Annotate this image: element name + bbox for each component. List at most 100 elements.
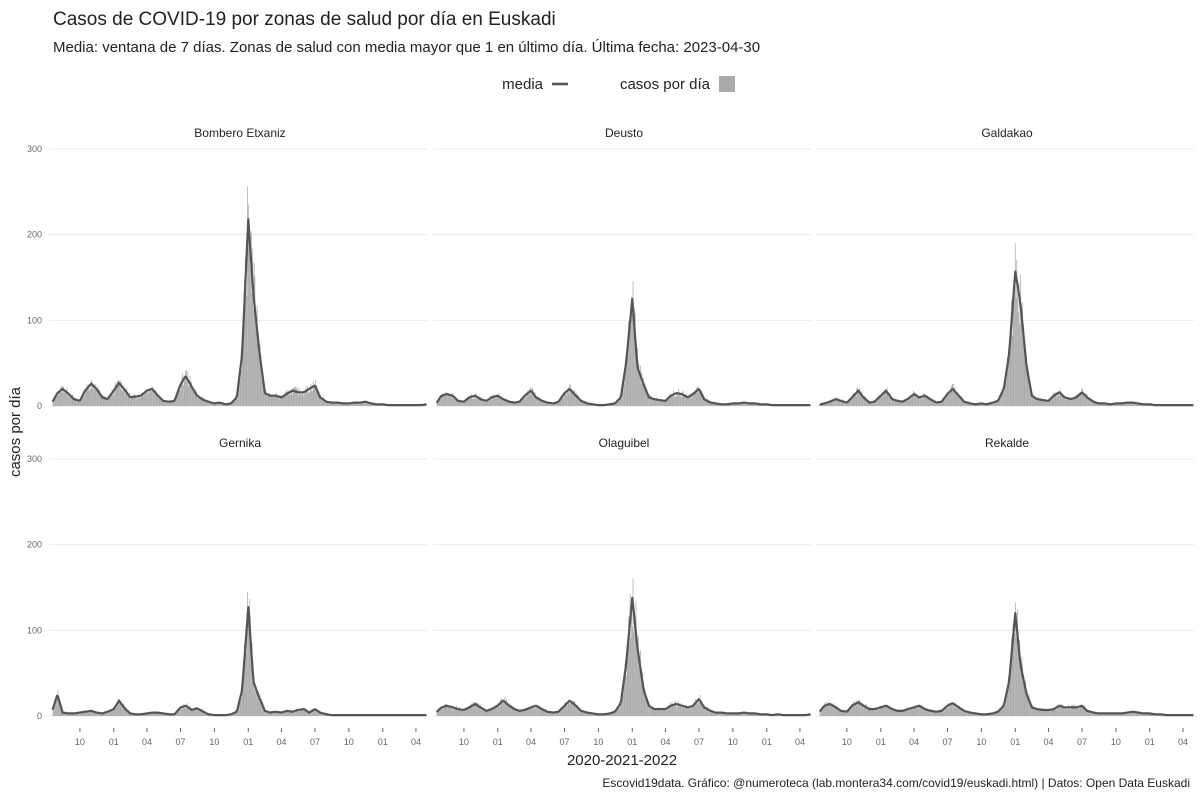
bar bbox=[274, 394, 276, 406]
bar bbox=[1062, 706, 1064, 716]
bar bbox=[873, 710, 875, 716]
bar bbox=[1133, 402, 1135, 406]
bar bbox=[1026, 698, 1028, 716]
bar bbox=[245, 652, 247, 716]
bar bbox=[953, 704, 954, 716]
bar bbox=[141, 393, 142, 406]
bar bbox=[903, 710, 905, 716]
bar bbox=[915, 704, 917, 716]
bar bbox=[864, 705, 866, 716]
bar bbox=[697, 385, 699, 406]
bar bbox=[1129, 402, 1131, 406]
bar bbox=[1073, 399, 1075, 406]
bar bbox=[132, 395, 134, 406]
bar bbox=[674, 705, 676, 716]
bar bbox=[870, 710, 872, 716]
bar bbox=[733, 403, 735, 406]
bar bbox=[935, 710, 937, 716]
bar bbox=[95, 383, 97, 406]
bar bbox=[1051, 399, 1052, 406]
bar bbox=[842, 402, 844, 406]
bar bbox=[944, 399, 945, 406]
bar bbox=[1137, 711, 1139, 716]
bar bbox=[888, 706, 889, 716]
bar bbox=[1042, 401, 1044, 406]
bar bbox=[319, 712, 321, 716]
bar bbox=[351, 402, 353, 406]
panel-title: Gernika bbox=[219, 436, 261, 450]
bar bbox=[455, 398, 457, 406]
bar bbox=[833, 703, 835, 716]
bar bbox=[548, 712, 550, 716]
bar bbox=[679, 392, 680, 406]
bar bbox=[236, 396, 237, 406]
bar bbox=[724, 712, 726, 716]
bar bbox=[1005, 699, 1007, 716]
bar bbox=[99, 389, 100, 406]
bar bbox=[831, 706, 833, 716]
bar bbox=[463, 711, 464, 716]
bar bbox=[536, 396, 537, 406]
bar bbox=[162, 400, 164, 406]
bar bbox=[701, 392, 703, 406]
bar bbox=[262, 372, 264, 406]
bar bbox=[150, 712, 152, 716]
bar bbox=[60, 387, 61, 406]
bar bbox=[905, 398, 906, 406]
bar bbox=[298, 395, 299, 406]
bar bbox=[1076, 394, 1077, 406]
bar bbox=[947, 394, 948, 406]
bar bbox=[624, 374, 626, 406]
bar bbox=[712, 711, 713, 716]
bar bbox=[922, 398, 923, 406]
bar bbox=[865, 703, 867, 716]
bar bbox=[617, 402, 618, 406]
bar bbox=[665, 401, 666, 406]
bar bbox=[1008, 685, 1010, 716]
bar bbox=[122, 704, 124, 716]
bar bbox=[645, 387, 647, 406]
bar bbox=[877, 707, 878, 716]
bar bbox=[1089, 710, 1091, 716]
bar bbox=[866, 704, 867, 716]
bar bbox=[158, 712, 160, 716]
bar bbox=[711, 401, 713, 406]
bar bbox=[247, 186, 248, 406]
bar bbox=[927, 397, 929, 406]
bar bbox=[242, 689, 243, 716]
bar bbox=[618, 401, 620, 406]
bar bbox=[910, 707, 912, 716]
bar bbox=[284, 392, 286, 406]
bar bbox=[465, 707, 467, 716]
bar bbox=[946, 707, 948, 716]
bar bbox=[1063, 398, 1065, 406]
bar bbox=[127, 391, 128, 406]
bar bbox=[450, 706, 452, 716]
chart-subtitle: Media: ventana de 7 días. Zonas de salud… bbox=[53, 39, 760, 56]
bar bbox=[866, 399, 867, 406]
bar bbox=[185, 371, 187, 406]
bar bbox=[918, 708, 920, 716]
bar bbox=[1030, 389, 1032, 406]
bar bbox=[992, 401, 993, 406]
bar bbox=[52, 709, 54, 716]
bar bbox=[883, 395, 884, 406]
bar bbox=[682, 703, 683, 716]
bar bbox=[1001, 389, 1003, 406]
bar bbox=[915, 393, 917, 406]
bar bbox=[485, 710, 487, 716]
bar bbox=[899, 401, 901, 406]
bar bbox=[480, 397, 481, 406]
bar bbox=[208, 401, 209, 406]
bar bbox=[70, 713, 72, 716]
bar bbox=[889, 707, 891, 716]
bar bbox=[273, 712, 275, 716]
bar bbox=[649, 705, 651, 716]
bar bbox=[183, 708, 185, 716]
bar bbox=[612, 712, 613, 716]
bar bbox=[145, 394, 147, 406]
bar bbox=[327, 401, 329, 406]
bar bbox=[321, 713, 323, 716]
bar bbox=[183, 704, 184, 716]
bar bbox=[91, 711, 93, 716]
